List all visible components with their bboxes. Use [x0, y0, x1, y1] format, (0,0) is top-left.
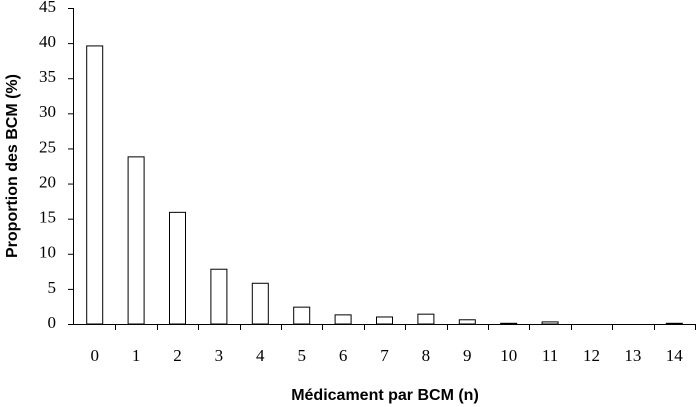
- x-tick-label: 4: [256, 346, 265, 365]
- bar: [210, 268, 228, 325]
- bar: [169, 211, 186, 325]
- x-tick-label: 7: [380, 346, 389, 365]
- x-tick-label: 10: [500, 346, 517, 365]
- x-tick-label: 5: [297, 346, 306, 365]
- y-tick-label: 45: [39, 0, 56, 16]
- x-tick-label: 3: [215, 346, 224, 365]
- bar: [541, 321, 559, 325]
- bar: [458, 319, 476, 325]
- x-tick-label: 1: [132, 346, 141, 365]
- x-axis-title: Médicament par BCM (n): [291, 387, 479, 404]
- bar: [251, 282, 269, 325]
- y-tick-label: 40: [39, 32, 56, 51]
- bar: [500, 322, 518, 325]
- x-tick-label: 14: [666, 346, 684, 365]
- y-tick-label: 0: [48, 313, 57, 332]
- x-tick-label: 12: [583, 346, 600, 365]
- x-tick-label: 2: [173, 346, 182, 365]
- x-tick-label: 8: [422, 346, 431, 365]
- bar: [665, 322, 683, 325]
- y-tick-label: 25: [39, 137, 56, 156]
- y-axis-title: Proportion des BCM (%): [4, 74, 21, 258]
- y-tick-label: 5: [48, 278, 57, 297]
- y-tick-label: 20: [39, 172, 56, 191]
- x-tick-label: 13: [624, 346, 641, 365]
- x-tick-label: 11: [542, 346, 558, 365]
- bar: [417, 313, 435, 325]
- bar: [376, 316, 393, 325]
- y-tick-label: 30: [39, 102, 56, 121]
- x-tick-label: 0: [90, 346, 99, 365]
- x-tick-label: 9: [463, 346, 472, 365]
- bar: [86, 45, 104, 325]
- y-tick-label: 10: [39, 243, 56, 262]
- bar: [293, 306, 311, 325]
- y-tick-label: 35: [39, 67, 56, 86]
- bar: [127, 156, 145, 325]
- x-tick-label: 6: [339, 346, 348, 365]
- y-tick-label: 15: [39, 208, 56, 227]
- bar: [334, 314, 352, 325]
